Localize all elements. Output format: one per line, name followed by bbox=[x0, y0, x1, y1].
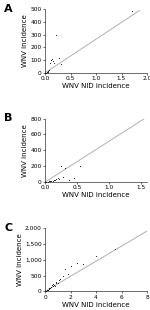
Point bbox=[58, 278, 60, 283]
Point bbox=[54, 177, 56, 182]
Point bbox=[53, 283, 55, 288]
Point bbox=[46, 179, 49, 184]
Point bbox=[49, 60, 51, 65]
Point bbox=[48, 286, 50, 291]
Point bbox=[48, 68, 50, 73]
Point bbox=[95, 254, 97, 259]
Point bbox=[143, 222, 146, 227]
Point bbox=[72, 176, 75, 181]
Point bbox=[67, 272, 69, 277]
Point bbox=[130, 8, 133, 13]
Y-axis label: WNV incidence: WNV incidence bbox=[17, 233, 23, 286]
Y-axis label: WNV incidence: WNV incidence bbox=[22, 15, 28, 68]
Point bbox=[46, 288, 48, 293]
Point bbox=[52, 282, 54, 287]
Point bbox=[51, 56, 53, 61]
Point bbox=[76, 260, 78, 265]
Y-axis label: WNV incidence: WNV incidence bbox=[22, 124, 28, 177]
Point bbox=[114, 246, 116, 251]
Point bbox=[59, 276, 61, 281]
Point bbox=[55, 281, 57, 286]
Point bbox=[79, 164, 81, 169]
X-axis label: WNV NID incidence: WNV NID incidence bbox=[62, 83, 130, 89]
Point bbox=[48, 286, 51, 291]
Point bbox=[62, 175, 64, 180]
Point bbox=[50, 179, 53, 184]
Point bbox=[55, 279, 58, 284]
Point bbox=[49, 179, 51, 184]
Point bbox=[55, 177, 58, 182]
Point bbox=[45, 288, 47, 293]
Point bbox=[51, 178, 54, 183]
Point bbox=[47, 69, 49, 74]
Text: C: C bbox=[4, 223, 12, 233]
Point bbox=[45, 179, 47, 184]
Point bbox=[53, 61, 55, 66]
Point bbox=[60, 164, 62, 169]
X-axis label: WNV NID incidence: WNV NID incidence bbox=[62, 302, 130, 308]
Point bbox=[53, 178, 55, 183]
Point bbox=[69, 264, 72, 268]
Point bbox=[44, 289, 47, 294]
Point bbox=[57, 176, 59, 181]
Point bbox=[60, 61, 63, 66]
Point bbox=[49, 285, 51, 290]
Point bbox=[46, 70, 48, 75]
Point bbox=[58, 55, 60, 60]
Point bbox=[52, 59, 54, 64]
Point bbox=[62, 273, 64, 278]
Point bbox=[51, 283, 54, 288]
Point bbox=[46, 69, 49, 74]
Point bbox=[50, 284, 53, 289]
Point bbox=[45, 70, 47, 75]
Point bbox=[48, 179, 50, 184]
Point bbox=[68, 177, 70, 182]
Point bbox=[51, 283, 53, 288]
Text: B: B bbox=[4, 113, 13, 123]
X-axis label: WNV NID incidence: WNV NID incidence bbox=[62, 193, 130, 198]
Point bbox=[82, 262, 84, 267]
Point bbox=[46, 288, 49, 293]
Point bbox=[47, 287, 49, 292]
Point bbox=[146, 114, 148, 119]
Point bbox=[64, 267, 67, 272]
Point bbox=[57, 281, 59, 286]
Text: A: A bbox=[4, 4, 13, 14]
Point bbox=[58, 176, 60, 181]
Point bbox=[55, 32, 57, 37]
Point bbox=[50, 58, 52, 63]
Point bbox=[64, 165, 67, 170]
Point bbox=[54, 283, 56, 288]
